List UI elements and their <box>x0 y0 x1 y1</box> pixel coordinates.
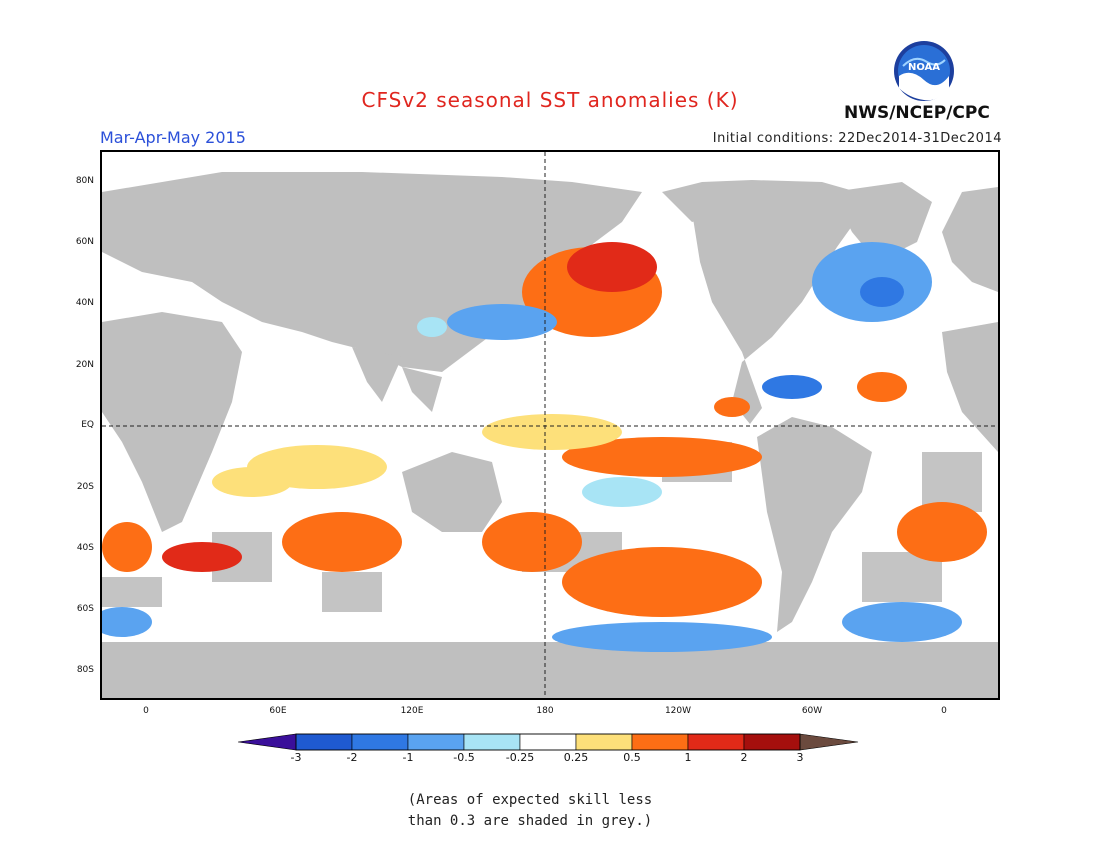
lon-label-60w: 60W <box>801 706 823 716</box>
lon-label-120w: 120W <box>664 706 692 716</box>
colorbar-label: -0.25 <box>505 751 535 764</box>
land-layer <box>102 172 998 698</box>
initial-conditions-label: Initial conditions: 22Dec2014-31Dec2014 <box>712 131 1002 146</box>
colorbar-segment-min <box>238 733 297 751</box>
colorbar-label: 2 <box>740 751 748 764</box>
lat-label-80s: 80S <box>76 665 94 675</box>
colorbar-label: -1 <box>402 751 414 764</box>
colorbar-label: 0.25 <box>563 751 589 764</box>
colorbar-segment <box>295 733 353 751</box>
lon-label-0: 0 <box>143 706 149 716</box>
skill-note-line-1: (Areas of expected skill less <box>407 792 653 808</box>
colorbar-segment <box>407 733 465 751</box>
skill-note: (Areas of expected skill less than 0.3 a… <box>0 790 1060 832</box>
colorbar-label: 1 <box>684 751 692 764</box>
colorbar-segment <box>463 733 521 751</box>
lat-label-60s: 60S <box>76 604 94 614</box>
map-frame <box>92 150 1000 700</box>
logo-text: NOAA <box>908 62 940 73</box>
colorbar <box>238 733 859 751</box>
agency-label: NWS/NCEP/CPC <box>844 103 990 123</box>
colorbar-segment <box>351 733 409 751</box>
lat-label-eq: EQ <box>81 420 94 430</box>
lat-label-80n: 80N <box>75 176 94 186</box>
season-label: Mar-Apr-May 2015 <box>100 128 246 147</box>
colorbar-segment <box>519 733 577 751</box>
lat-label-20n: 20N <box>75 360 94 370</box>
lon-label-60e: 60E <box>269 706 287 716</box>
colorbar-segment <box>743 733 801 751</box>
lon-label-180: 180 <box>536 706 554 716</box>
colorbar-label: -3 <box>290 751 302 764</box>
colorbar-label: -2 <box>346 751 358 764</box>
map-title: CFSv2 seasonal SST anomalies (K) <box>361 88 739 112</box>
noaa-logo-icon: NOAA <box>894 41 954 101</box>
colorbar-outline <box>295 733 801 751</box>
lat-label-60n: 60N <box>75 237 94 247</box>
cool-anomaly-layer <box>92 242 962 652</box>
lat-label-20s: 20S <box>76 482 94 492</box>
skill-note-line-2: than 0.3 are shaded in grey.) <box>407 813 653 829</box>
warm-anomaly-layer <box>102 242 987 617</box>
lon-label-120e: 120E <box>400 706 424 716</box>
colorbar-label: 3 <box>796 751 804 764</box>
colorbar-segment <box>687 733 745 751</box>
colorbar-label: 0.5 <box>623 751 641 764</box>
lat-label-40n: 40N <box>75 298 94 308</box>
colorbar-segment <box>575 733 633 751</box>
lon-label-0-east: 0 <box>941 706 947 716</box>
colorbar-segment-max <box>799 733 859 751</box>
colorbar-segment <box>631 733 689 751</box>
sst-map <box>92 152 998 698</box>
colorbar-label: -0.5 <box>453 751 475 764</box>
lat-label-40s: 40S <box>76 543 94 553</box>
